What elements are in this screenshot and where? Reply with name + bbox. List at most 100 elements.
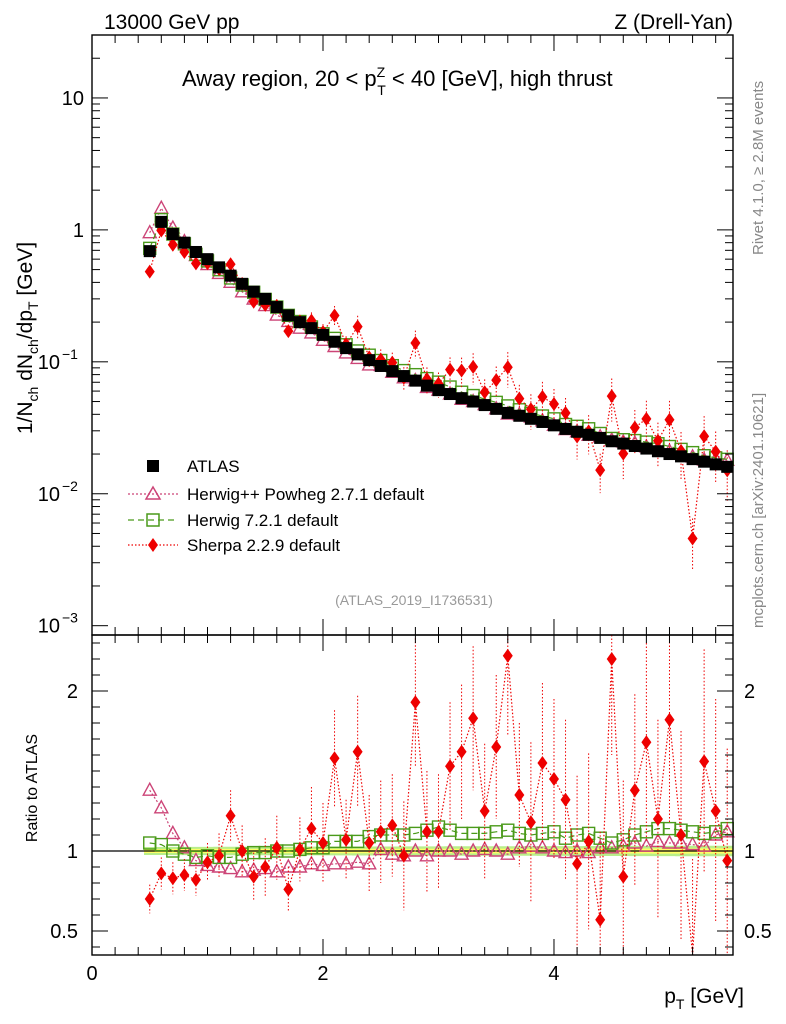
main-y-tick-label: 10: [38, 616, 60, 638]
powheg-ratio-point: [534, 839, 551, 854]
sherpa-point: [641, 411, 652, 426]
atlas-point: [328, 335, 341, 348]
powheg-ratio-point: [604, 839, 620, 854]
sherpa-ratio-point: [491, 740, 502, 754]
sherpa-ratio-point: [260, 860, 271, 874]
atlas-point: [571, 425, 584, 438]
sherpa-ratio-point: [156, 866, 167, 881]
main-y-tick-label: 10: [38, 352, 60, 374]
sherpa-ratio-point: [595, 912, 606, 927]
sherpa-ratio-point: [421, 824, 432, 839]
sherpa-ratio-point: [352, 744, 363, 759]
powheg-ratio-point: [627, 834, 643, 849]
sherpa-ratio-point: [525, 815, 536, 830]
sherpa-ratio-point: [294, 842, 305, 857]
sherpa-ratio-point: [271, 840, 282, 855]
atlas-point: [270, 301, 283, 314]
sherpa-ratio-point: [479, 804, 490, 818]
mcplots-label: mcplots.cern.ch [arXiv:2401.10621]: [750, 393, 767, 628]
atlas-point: [189, 245, 202, 258]
legend-atlas-marker: [147, 460, 159, 472]
powheg-ratio-point: [338, 855, 354, 870]
sherpa-ratio-point: [317, 836, 328, 850]
sherpa-ratio-point: [375, 824, 386, 839]
sherpa-point: [479, 385, 490, 400]
atlas-point: [305, 322, 318, 335]
legend-herwig-label: Herwig 7.2.1 default: [187, 511, 338, 530]
atlas-point: [420, 379, 433, 392]
powheg-ratio-point: [488, 842, 504, 857]
sherpa-ratio-point: [699, 754, 710, 769]
sherpa-point: [560, 406, 571, 421]
powheg-ratio-point: [696, 837, 712, 852]
sherpa-ratio-point: [398, 848, 409, 863]
sherpa-ratio-point: [652, 812, 663, 826]
process-label: Z (Drell-Yan): [614, 11, 733, 34]
powheg-ratio-point: [407, 842, 424, 857]
ratio-y-tick-label: 0.5: [50, 921, 78, 943]
powheg-ratio-point: [188, 852, 204, 867]
sherpa-point: [514, 391, 525, 406]
atlas-point: [490, 402, 503, 415]
sherpa-ratio-point: [606, 652, 617, 666]
sherpa-point: [710, 444, 721, 459]
atlas-point: [605, 435, 618, 448]
sherpa-point: [468, 359, 479, 374]
powheg-ratio-point: [222, 860, 239, 875]
ratio-panel: 0 2 4 0.5 0.5 1 1 2 2: [50, 634, 772, 985]
atlas-point: [236, 277, 249, 290]
ratio-y-tick-label: 1: [67, 841, 78, 863]
atlas-point: [663, 448, 676, 461]
sherpa-ratio-point: [445, 759, 456, 774]
sherpa-point: [687, 531, 698, 546]
sherpa-point: [699, 429, 710, 444]
ratio-y-tick-label-right: 1: [744, 841, 755, 863]
powheg-ratio-point: [477, 840, 493, 856]
sherpa-ratio-point: [364, 836, 375, 850]
sherpa-ratio-point: [283, 882, 294, 897]
atlas-point: [143, 245, 156, 258]
sherpa-ratio-point: [629, 783, 640, 798]
powheg-point: [142, 224, 158, 239]
sherpa-ratio-point: [664, 712, 675, 727]
atlas-point: [374, 359, 387, 372]
powheg-ratio-point: [349, 853, 366, 868]
sherpa-point: [225, 257, 236, 272]
powheg-ratio-point: [176, 839, 193, 854]
atlas-point: [224, 269, 237, 282]
sherpa-ratio-point: [548, 772, 559, 786]
sherpa-ratio-point: [583, 834, 594, 849]
x-tick-label: 4: [548, 963, 559, 985]
powheg-main-line: [149, 206, 728, 461]
plot-title: Away region, 20 < pZ T < 40 [GeV], high t…: [182, 64, 613, 98]
sherpa-point: [537, 389, 548, 404]
powheg-ratio-point: [442, 842, 458, 857]
sherpa-ratio-point: [329, 751, 340, 766]
sherpa-ratio-point: [722, 853, 733, 868]
powheg-ratio-point: [292, 858, 308, 873]
atlas-point: [259, 292, 272, 305]
powheg-ratio-point: [465, 842, 481, 857]
sherpa-point: [595, 463, 606, 478]
powheg-ratio-point: [165, 824, 181, 840]
powheg-ratio-point: [580, 844, 597, 859]
powheg-ratio-point: [569, 842, 585, 857]
sherpa-point: [329, 308, 340, 323]
sherpa-ratio-point: [572, 856, 583, 871]
atlas-point: [721, 460, 734, 473]
sherpa-ratio-point: [341, 832, 352, 847]
sherpa-ratio-point: [225, 808, 236, 823]
sherpa-point: [190, 256, 201, 271]
sherpa-point: [606, 389, 617, 404]
ratio-y-tick-label-right: 2: [744, 681, 755, 703]
main-y-tick-label: 10: [38, 484, 60, 506]
main-y-tick-exponent: −1: [62, 346, 78, 362]
sherpa-ratio-point: [167, 871, 178, 886]
atlas-point: [628, 440, 641, 453]
atlas-point: [594, 431, 607, 444]
ratio-y-label: Ratio to ATLAS: [24, 734, 41, 842]
sherpa-ratio-point: [144, 892, 155, 906]
sherpa-ratio-point: [410, 695, 421, 710]
atlas-point: [513, 409, 526, 422]
legend-sherpa-label: Sherpa 2.2.9 default: [187, 536, 340, 555]
